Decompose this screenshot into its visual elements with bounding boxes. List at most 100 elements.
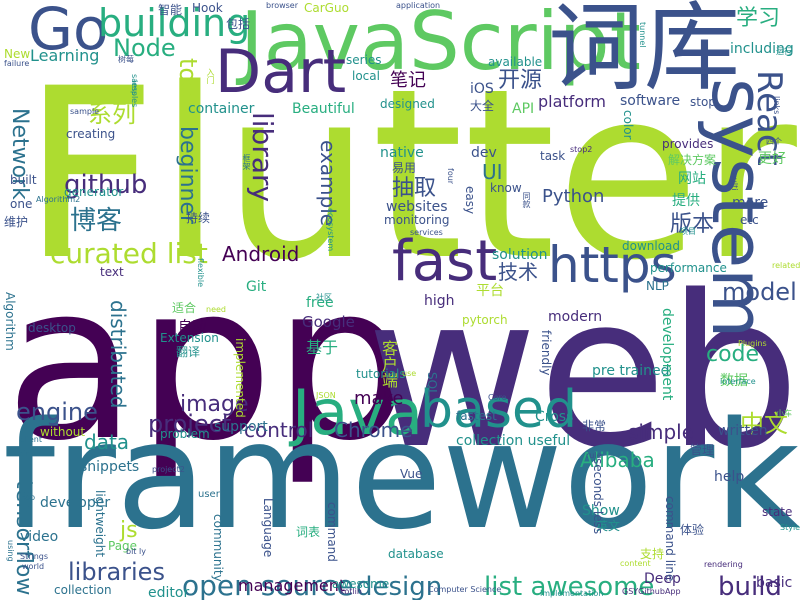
word: 入门	[206, 68, 215, 84]
word: 网站	[678, 171, 706, 187]
word: data	[84, 430, 130, 454]
word: command line	[663, 496, 677, 582]
word: problem	[160, 427, 210, 441]
word: collection	[54, 583, 112, 597]
word: Hook	[192, 1, 223, 15]
word: task	[540, 149, 566, 163]
word: project2	[152, 465, 185, 474]
word: 管理	[690, 443, 715, 457]
word: tensorflow	[11, 480, 36, 596]
word: need	[206, 305, 226, 314]
word: community	[211, 514, 225, 582]
word: 平台	[476, 283, 504, 299]
word: more	[732, 195, 769, 211]
word: bit ly	[126, 547, 146, 556]
word: friendly	[539, 330, 553, 376]
word: Learning	[30, 46, 100, 65]
word: iOS	[470, 81, 494, 97]
word: modern	[548, 309, 603, 325]
word: time	[20, 449, 39, 458]
word: rendering	[704, 560, 743, 569]
word: Go	[28, 0, 109, 63]
word: example	[316, 140, 340, 227]
word: container	[188, 101, 255, 117]
word: Node	[113, 34, 176, 62]
word: framework	[3, 390, 800, 562]
word: model	[722, 278, 797, 306]
word: top	[22, 493, 36, 502]
word: links	[772, 96, 781, 115]
word: CarGuo	[304, 1, 349, 15]
word: Android	[222, 242, 300, 266]
word: multi	[730, 170, 739, 191]
word: implementation	[540, 589, 604, 598]
word: 词表	[296, 525, 321, 539]
word: command	[325, 502, 339, 562]
word: performance	[650, 261, 727, 275]
word: Algorithm2	[36, 195, 81, 204]
word: 社区	[316, 293, 332, 302]
word: sample	[70, 107, 100, 116]
word: 英文	[596, 519, 621, 533]
word: color	[621, 110, 635, 140]
word: design	[356, 572, 443, 600]
word: Computer Science	[428, 585, 502, 594]
word: simple	[628, 420, 695, 444]
word: 提供	[672, 193, 700, 209]
word: Language	[261, 498, 275, 558]
word: 自动	[178, 319, 206, 335]
word: control	[244, 418, 314, 442]
word: 小车	[776, 409, 792, 418]
word: samples	[130, 74, 139, 108]
word: https	[548, 236, 677, 294]
word: snippets	[80, 459, 140, 475]
word: 版本	[670, 212, 715, 237]
word: services	[410, 228, 443, 237]
word: 支持	[640, 547, 665, 561]
word: written	[718, 423, 768, 439]
word: Java	[292, 376, 423, 449]
word: Extension	[160, 331, 219, 345]
word: Plugins	[738, 339, 767, 348]
word: Network	[7, 108, 32, 200]
word: 同款	[522, 192, 531, 208]
word: building	[98, 1, 251, 45]
word: download	[622, 239, 681, 253]
word: development	[659, 308, 675, 401]
word: project	[148, 410, 232, 438]
word: 技术	[498, 260, 538, 284]
word: stop	[690, 95, 716, 109]
word: Style	[780, 523, 800, 532]
word: open source	[182, 569, 354, 600]
word: build	[718, 572, 782, 600]
word: New	[4, 47, 31, 61]
word: js	[120, 518, 138, 543]
word: JSON	[316, 391, 336, 400]
word: 持续	[186, 211, 211, 225]
word: available	[488, 55, 543, 69]
word: Core	[488, 393, 507, 402]
word: built	[10, 173, 37, 187]
word: make	[354, 388, 404, 409]
word: React	[749, 70, 789, 166]
word: collection useful	[456, 433, 571, 449]
word: user	[198, 489, 220, 500]
word: github	[64, 170, 148, 200]
word: code	[706, 342, 760, 367]
word: 系列	[88, 100, 136, 128]
word: awesome	[332, 577, 390, 591]
word: Flutter	[22, 39, 797, 312]
word: 四个	[766, 137, 782, 146]
word: library	[246, 112, 279, 203]
word: 适合	[172, 301, 197, 315]
word: 非常	[582, 419, 607, 433]
word: designed	[380, 97, 435, 111]
word: websites	[386, 199, 448, 215]
word: desktop	[28, 321, 76, 335]
word: rule	[586, 451, 602, 460]
word: free	[306, 295, 334, 311]
word: list awesome	[484, 572, 655, 600]
word: implemented	[233, 338, 247, 418]
word: 运行	[776, 47, 792, 56]
